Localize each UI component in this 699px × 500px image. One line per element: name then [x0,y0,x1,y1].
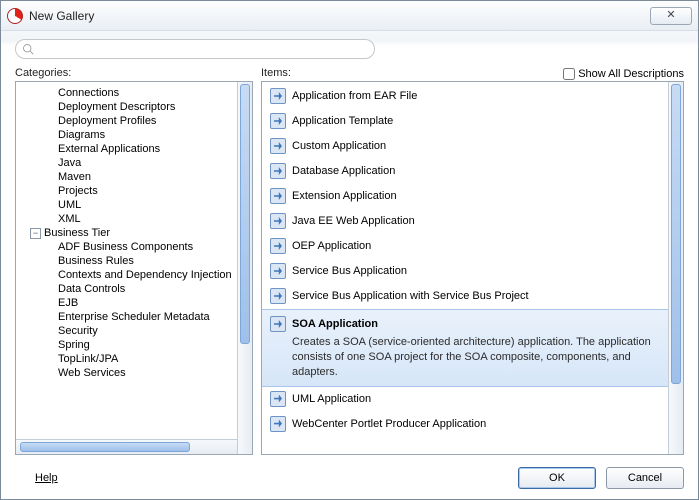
application-icon [270,238,286,254]
scrollbar-thumb[interactable] [240,84,250,344]
collapse-icon[interactable]: − [30,228,41,239]
new-gallery-dialog: New Gallery ✕ Categories: ConnectionsDep… [0,0,699,500]
tree-node[interactable]: Spring [16,338,252,352]
tree-node[interactable]: Data Controls [16,282,252,296]
application-icon [270,288,286,304]
tree-node[interactable]: EJB [16,296,252,310]
item-title: Service Bus Application with Service Bus… [292,290,529,302]
categories-label: Categories: [15,67,253,79]
cancel-button[interactable]: Cancel [606,467,684,489]
item-title: Service Bus Application [292,265,407,277]
application-icon [270,88,286,104]
search-input[interactable] [15,39,375,59]
item-title: Application Template [292,115,393,127]
item-title: OEP Application [292,240,371,252]
application-icon [270,113,286,129]
categories-vscrollbar[interactable] [237,82,252,454]
tree-node[interactable]: TopLink/JPA [16,352,252,366]
search-icon [22,43,34,55]
tree-node[interactable]: Web Services [16,366,252,380]
application-icon [270,263,286,279]
tree-node[interactable]: UML [16,198,252,212]
dialog-footer: Help OK Cancel [1,461,698,499]
items-list[interactable]: Application from EAR File Application Tem… [262,82,683,454]
application-icon [270,416,286,432]
list-item[interactable]: UML Application [262,387,668,412]
application-icon [270,163,286,179]
tree-node[interactable]: Enterprise Scheduler Metadata [16,310,252,324]
item-title: WebCenter Portlet Producer Application [292,418,486,430]
list-item[interactable]: SOA Application Creates a SOA (service-or… [262,309,668,387]
tree-node[interactable]: Deployment Profiles [16,114,252,128]
window-title: New Gallery [29,9,94,23]
tree-node[interactable]: XML [16,212,252,226]
list-item[interactable]: Application Template [262,109,668,134]
list-item[interactable]: Application from EAR File [262,84,668,109]
tree-node[interactable]: Connections [16,86,252,100]
show-all-label: Show All Descriptions [578,68,684,80]
scrollbar-thumb[interactable] [20,442,190,452]
ok-button[interactable]: OK [518,467,596,489]
categories-tree[interactable]: ConnectionsDeployment DescriptorsDeploym… [16,82,252,439]
item-title: UML Application [292,393,371,405]
tree-node[interactable]: Deployment Descriptors [16,100,252,114]
window-close-button[interactable]: ✕ [650,7,692,25]
application-icon [270,316,286,332]
tree-node[interactable]: Diagrams [16,128,252,142]
categories-hscrollbar[interactable] [16,439,237,454]
tree-node-business-tier[interactable]: −Business Tier [16,226,252,240]
app-logo-icon [7,8,23,24]
search-bar [1,31,698,67]
list-item[interactable]: Service Bus Application [262,259,668,284]
items-label: Items: [261,67,291,79]
item-title: Extension Application [292,190,397,202]
tree-node[interactable]: Maven [16,170,252,184]
search-field[interactable] [38,42,368,56]
item-title: Java EE Web Application [292,215,415,227]
tree-node[interactable]: Contexts and Dependency Injection [16,268,252,282]
application-icon [270,138,286,154]
application-icon [270,213,286,229]
tree-node[interactable]: Business Rules [16,254,252,268]
tree-node[interactable]: External Applications [16,142,252,156]
list-item[interactable]: OEP Application [262,234,668,259]
item-title: Application from EAR File [292,90,417,102]
categories-pane: ConnectionsDeployment DescriptorsDeploym… [15,81,253,455]
list-item[interactable]: Custom Application [262,134,668,159]
list-item[interactable]: Java EE Web Application [262,209,668,234]
tree-node[interactable]: Security [16,324,252,338]
items-pane: Application from EAR File Application Tem… [261,81,684,455]
scrollbar-thumb[interactable] [671,84,681,384]
tree-node[interactable]: Projects [16,184,252,198]
application-icon [270,188,286,204]
list-item[interactable]: Extension Application [262,184,668,209]
titlebar: New Gallery ✕ [1,1,698,31]
list-item[interactable]: WebCenter Portlet Producer Application [262,412,668,437]
application-icon [270,391,286,407]
tree-node[interactable]: ADF Business Components [16,240,252,254]
list-item[interactable]: Database Application [262,159,668,184]
help-link[interactable]: Help [35,472,58,484]
tree-node[interactable]: Java [16,156,252,170]
show-all-checkbox[interactable] [563,68,575,80]
items-vscrollbar[interactable] [668,82,683,454]
list-item[interactable]: Service Bus Application with Service Bus… [262,284,668,309]
item-title: Custom Application [292,140,386,152]
item-description: Creates a SOA (service-oriented architec… [270,335,660,380]
item-title: SOA Application [292,318,378,330]
item-title: Database Application [292,165,395,177]
show-all-descriptions-toggle[interactable]: Show All Descriptions [563,68,684,80]
